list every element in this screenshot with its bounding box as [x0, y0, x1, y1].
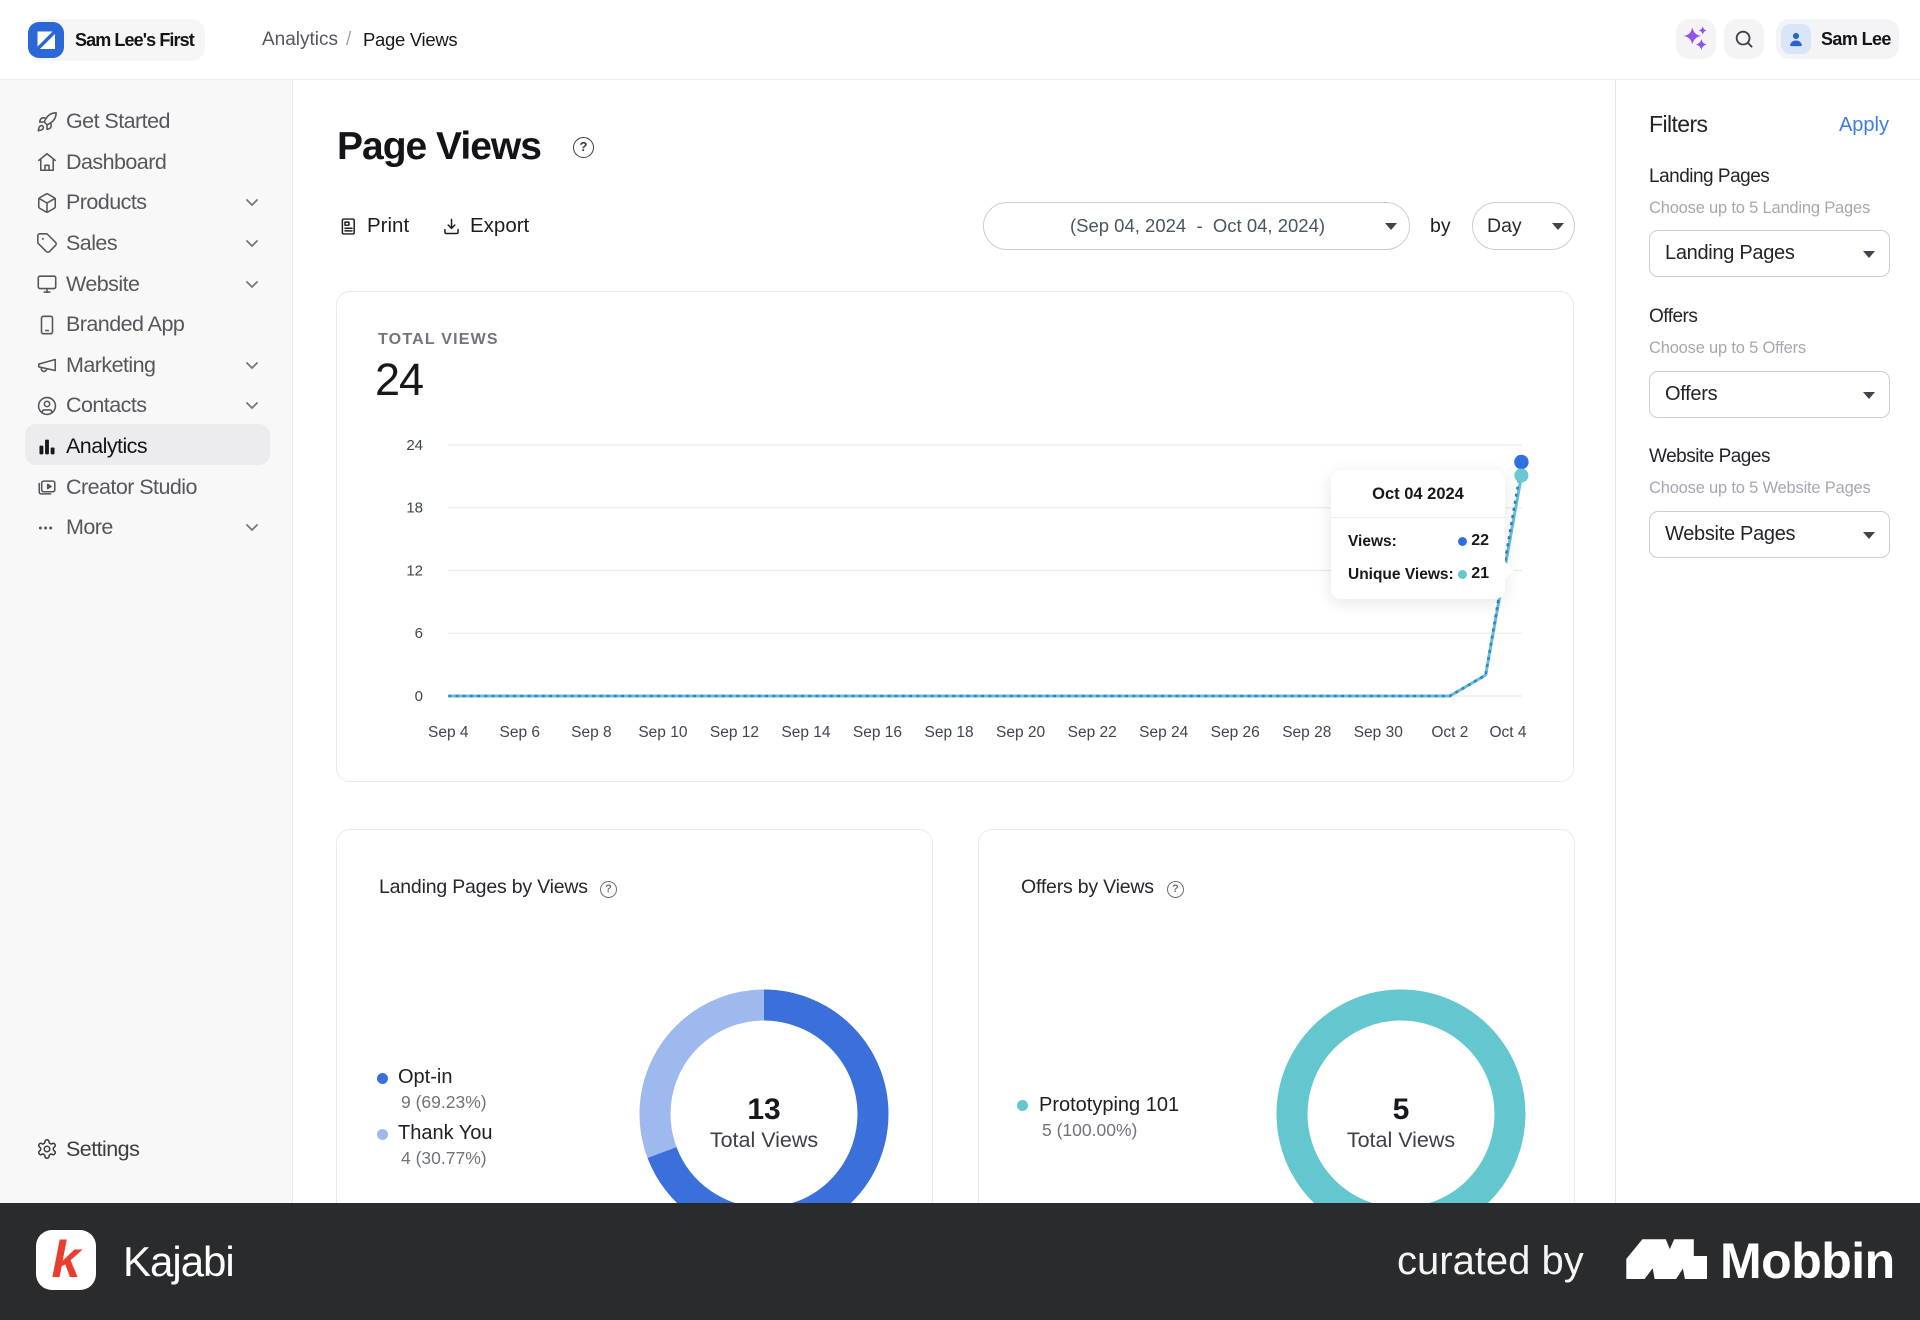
svg-text:Sep 24: Sep 24 [1139, 724, 1189, 741]
svg-text:Sep 6: Sep 6 [500, 724, 541, 741]
svg-text:Oct 4: Oct 4 [1489, 724, 1526, 741]
svg-text:Sep 18: Sep 18 [925, 724, 974, 741]
svg-text:Sep 8: Sep 8 [571, 724, 612, 741]
svg-text:Sep 26: Sep 26 [1211, 724, 1260, 741]
svg-text:Oct 2: Oct 2 [1431, 724, 1468, 741]
svg-text:Sep 4: Sep 4 [428, 724, 469, 741]
svg-text:Sep 16: Sep 16 [853, 724, 902, 741]
svg-text:12: 12 [406, 563, 423, 580]
svg-text:Sep 10: Sep 10 [638, 724, 688, 741]
svg-text:6: 6 [415, 625, 423, 642]
svg-text:Sep 12: Sep 12 [710, 724, 759, 741]
svg-text:24: 24 [406, 437, 423, 454]
svg-text:0: 0 [415, 688, 423, 705]
svg-text:Sep 28: Sep 28 [1282, 724, 1331, 741]
svg-text:Sep 14: Sep 14 [781, 724, 831, 741]
svg-text:Sep 22: Sep 22 [1068, 724, 1117, 741]
svg-text:18: 18 [406, 500, 423, 517]
svg-text:Sep 20: Sep 20 [996, 724, 1046, 741]
svg-text:Sep 30: Sep 30 [1354, 724, 1404, 741]
